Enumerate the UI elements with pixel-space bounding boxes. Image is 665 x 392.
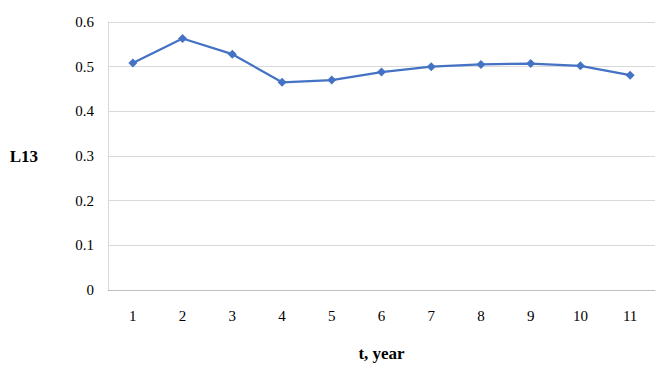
svg-text:0.4: 0.4 [75,103,94,119]
svg-text:6: 6 [378,308,386,324]
svg-text:4: 4 [278,308,286,324]
svg-text:2: 2 [179,308,187,324]
svg-text:L13: L13 [10,147,38,166]
svg-text:0.6: 0.6 [75,14,94,30]
svg-text:t, year: t, year [358,344,405,363]
svg-text:8: 8 [477,308,485,324]
svg-text:10: 10 [573,308,588,324]
svg-text:11: 11 [623,308,637,324]
svg-text:7: 7 [427,308,435,324]
svg-text:0.2: 0.2 [75,193,94,209]
svg-text:0.1: 0.1 [75,237,94,253]
svg-text:0.3: 0.3 [75,148,94,164]
svg-text:5: 5 [328,308,336,324]
svg-text:0.5: 0.5 [75,59,94,75]
svg-text:3: 3 [229,308,237,324]
svg-text:1: 1 [129,308,137,324]
svg-text:0: 0 [87,282,95,298]
svg-text:9: 9 [527,308,535,324]
